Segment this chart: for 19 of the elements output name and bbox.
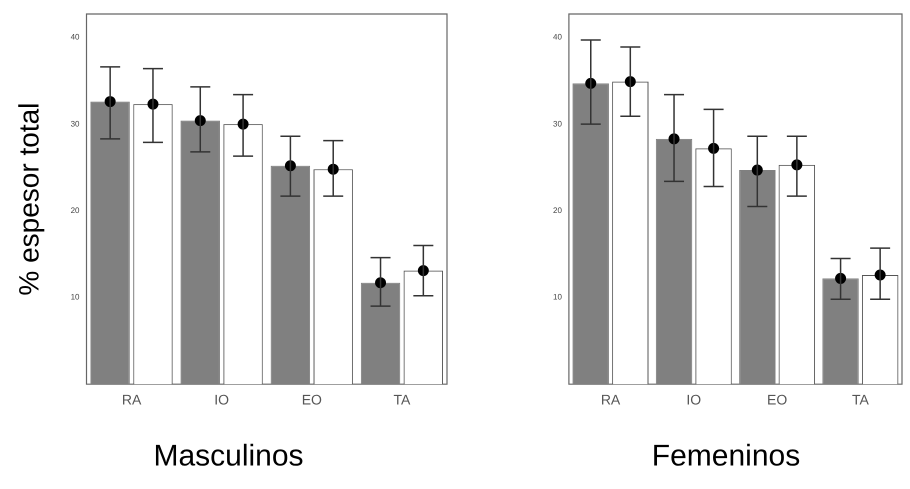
y-tick-label: 30	[70, 119, 80, 128]
x-tick-label: TA	[852, 391, 870, 408]
text: Masculinos	[153, 439, 304, 472]
y-tick-label: 10	[552, 292, 562, 302]
y-tick-label: 40	[552, 32, 562, 42]
y-tick-label: 20	[552, 206, 562, 216]
x-tick-label: EO	[302, 391, 322, 408]
y-tick-label: 10	[70, 292, 80, 302]
y-tick-label: 20	[70, 206, 80, 216]
y-axis-title: % espesor total	[14, 102, 45, 296]
x-tick-label: RA	[122, 391, 142, 408]
x-tick-label: RA	[600, 391, 621, 408]
y-tick-label: 40	[70, 32, 80, 42]
x-tick-label: EO	[766, 391, 788, 408]
x-tick-label: IO	[214, 391, 230, 408]
y-tick-label: 30	[552, 119, 562, 128]
text: Femeninos	[652, 439, 800, 472]
x-tick-label: TA	[394, 391, 412, 408]
x-tick-label: IO	[686, 391, 702, 408]
